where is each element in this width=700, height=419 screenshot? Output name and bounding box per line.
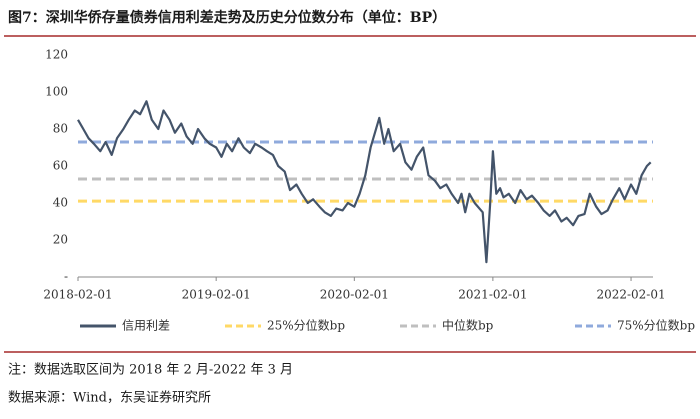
series-line	[77, 100, 652, 264]
y-tick-label: 80	[53, 122, 68, 136]
x-tick-label: 2022-02-01	[596, 288, 665, 302]
x-tick-label: 2019-02-01	[182, 288, 251, 302]
legend-label: 信用利差	[122, 319, 170, 333]
y-tick-label: 20	[53, 233, 68, 247]
y-tick-label: 100	[45, 85, 68, 99]
y-tick-label: 60	[53, 159, 68, 173]
note: 注：数据选取区间为 2018 年 2 月-2022 年 3 月	[8, 363, 293, 378]
x-tick-label: 2018-02-01	[43, 288, 112, 302]
chart-title: 图7：深圳华侨存量债券信用利差走势及历史分位数分布（单位：BP）	[8, 9, 446, 26]
source: 数据来源：Wind，东吴证券研究所	[8, 390, 211, 406]
y-tick-label: 40	[53, 196, 68, 210]
y-tick-label: -	[64, 270, 68, 284]
legend-label: 75%分位数bp	[617, 318, 695, 333]
y-tick-label: 120	[45, 48, 68, 62]
x-tick-label: 2021-02-01	[458, 288, 527, 302]
legend-label: 中位数bp	[442, 318, 494, 333]
legend-label: 25%分位数bp	[267, 318, 345, 333]
x-tick-label: 2020-02-01	[320, 288, 389, 302]
